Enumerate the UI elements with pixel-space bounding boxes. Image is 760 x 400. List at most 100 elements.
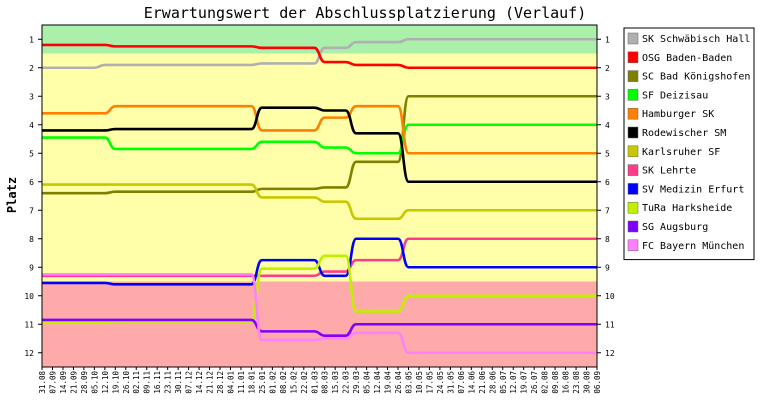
legend-swatch (627, 164, 639, 176)
x-tick-label: 08.02 (279, 371, 288, 394)
legend-entry-label: OSG Baden-Baden (642, 53, 732, 64)
legend-entry-label: TuRa Harksheide (642, 203, 732, 214)
x-tick-label: 03.05 (405, 371, 414, 394)
series-line-1 (42, 43, 597, 70)
series-line-4 (42, 104, 597, 155)
x-tick-label: 06.09 (593, 371, 602, 394)
y-tick-label-right: 10 (605, 292, 615, 301)
x-tick-label: 07.06 (457, 371, 466, 394)
legend-swatch (627, 220, 639, 233)
legend-swatch (627, 89, 639, 101)
x-tick-label: 30.08 (583, 371, 592, 394)
legend-swatch (627, 126, 639, 139)
y-tick-label: 2 (29, 64, 34, 73)
band-1 (42, 53, 597, 282)
x-tick-label: 15.03 (331, 371, 340, 394)
legend: SK Schwäbisch Hall OSG Baden-Baden SC Bad … (623, 27, 755, 261)
legend-frame (623, 27, 755, 261)
x-tick-label: 22.03 (342, 371, 351, 394)
x-tick-label: 16.11 (153, 371, 162, 394)
legend-entry-label: Karlsruher SF (642, 147, 720, 158)
x-tick-label: 09.11 (143, 371, 152, 394)
y-tick-label: 4 (29, 121, 34, 130)
x-tick-label: 10.05 (415, 371, 424, 394)
y-tick-label-right: 9 (605, 263, 610, 272)
x-tick-label: 31.05 (446, 371, 455, 394)
x-tick-label: 12.07 (509, 371, 518, 394)
series-line-2 (41, 94, 597, 195)
y-tick-label-right: 2 (605, 64, 610, 73)
x-tick-label: 02.08 (541, 371, 550, 394)
x-tick-label: 23.08 (572, 371, 581, 394)
x-tick-label: 05.10 (90, 371, 99, 394)
y-tick-label-right: 1 (605, 35, 610, 44)
y-tick-label: 10 (24, 292, 34, 301)
legend-entry-label: SG Augsburg (642, 222, 708, 233)
legend-entry-label: FC Bayern München (642, 241, 744, 252)
x-tick-label: 09.08 (551, 371, 560, 394)
x-tick-label: 21.06 (478, 371, 487, 394)
x-tick-label: 26.04 (394, 371, 403, 394)
y-tick-label-right: 11 (605, 320, 615, 329)
x-tick-label: 05.07 (499, 371, 508, 394)
y-tick-label: 3 (29, 92, 34, 101)
x-tick-label: 25.01 (258, 371, 267, 394)
y-tick-label: 1 (29, 35, 34, 44)
legend-entry-label: Rodewischer SM (642, 128, 726, 139)
x-tick-label: 28.09 (80, 371, 89, 394)
legend-swatch (627, 145, 639, 158)
x-tick-label: 28.12 (216, 371, 225, 394)
x-tick-label: 14.12 (195, 371, 204, 394)
y-tick-label-right: 4 (605, 121, 610, 130)
legend-swatch (627, 70, 639, 82)
x-tick-label: 21.09 (69, 371, 78, 394)
x-tick-label: 19.04 (384, 371, 393, 394)
legend-entry-label: SV Medizin Erfurt (642, 184, 744, 195)
series-line-9 (41, 254, 597, 325)
chart-title: Erwartungswert der Abschlussplatzierung … (144, 4, 587, 22)
y-tick-label: 5 (29, 149, 34, 158)
x-tick-label: 17.05 (425, 371, 434, 394)
legend-swatch (627, 183, 639, 195)
x-axis: 31.08 07.09 14.09 21.09 28.09 05.10 12.10 19.10… (38, 367, 602, 394)
plot-frame (41, 24, 598, 368)
x-tick-label: 15.02 (289, 371, 298, 394)
y-tick-label-right: 6 (605, 178, 610, 187)
x-tick-label: 07.12 (185, 371, 194, 394)
y-tick-label-right: 3 (605, 92, 610, 101)
x-tick-label: 26.10 (122, 371, 131, 394)
x-tick-label: 12.10 (101, 371, 110, 394)
series-line-11 (42, 273, 597, 355)
x-tick-label: 31.08 (38, 371, 47, 394)
legend-swatch (627, 107, 639, 120)
x-tick-label: 19.10 (111, 371, 120, 394)
y-tick-label: 8 (29, 235, 34, 244)
x-tick-label: 01.03 (310, 371, 319, 394)
x-tick-label: 22.02 (300, 371, 309, 394)
legend-swatch (627, 51, 639, 64)
x-tick-label: 14.09 (59, 371, 68, 394)
x-tick-label: 16.08 (562, 371, 571, 394)
x-tick-label: 01.02 (268, 371, 277, 394)
y-tick-label-right: 5 (605, 149, 610, 158)
x-tick-label: 24.05 (436, 371, 445, 394)
x-tick-label: 04.01 (226, 371, 235, 394)
x-tick-label: 08.03 (321, 371, 330, 394)
legend-swatch (627, 201, 639, 214)
y-tick-label-right: 12 (605, 349, 615, 358)
legend-entry-label: Hamburger SK (642, 109, 714, 120)
x-tick-label: 12.04 (373, 371, 382, 394)
legend-entry-label: SC Bad Königshofen (642, 72, 750, 83)
series-line-5 (41, 106, 597, 184)
legend-swatch (627, 32, 639, 45)
x-tick-label: 19.07 (520, 371, 529, 394)
series-line-8 (41, 237, 597, 286)
x-tick-label: 18.01 (247, 371, 256, 394)
legend-entry-label: SF Deizisau (642, 90, 708, 101)
x-tick-label: 07.09 (48, 371, 57, 394)
series-line-3 (41, 123, 597, 155)
legend-swatch (627, 239, 639, 252)
